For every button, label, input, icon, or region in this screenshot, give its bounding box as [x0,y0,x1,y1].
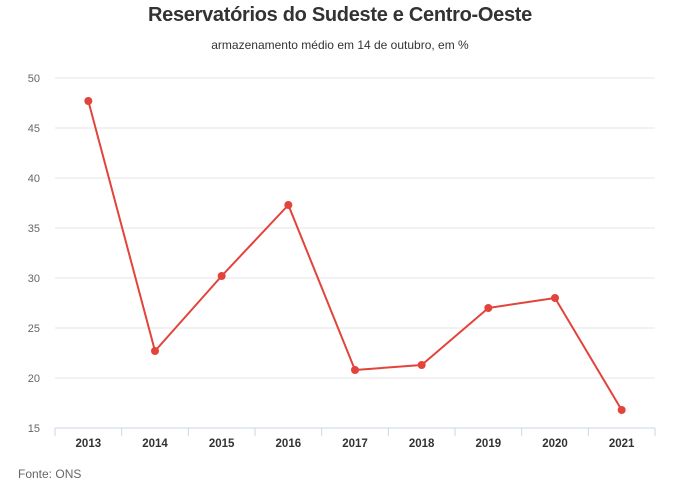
chart-title: Reservatórios do Sudeste e Centro-Oeste [148,4,532,26]
x-tick-label: 2020 [542,438,568,450]
series-layer [84,97,626,414]
data-point [151,347,159,355]
data-point [351,366,359,374]
y-tick-label: 35 [28,223,40,235]
data-point [551,294,559,302]
x-tick-label: 2017 [342,438,368,450]
y-tick-label: 40 [28,173,40,185]
x-tick-label: 2018 [409,438,435,450]
y-axis: 15 20 25 30 35 40 45 50 [28,73,40,435]
x-tick-label: 2021 [609,438,635,450]
data-point [484,304,493,312]
x-tick-label: 2019 [476,438,502,450]
data-point [417,361,426,369]
series-line [87,100,623,411]
x-tick-label: 2014 [142,438,168,450]
source-note: Fonte: ONS [18,467,82,481]
data-point [84,97,93,105]
gridlines [55,77,655,379]
y-tick-label: 50 [28,73,40,85]
data-point [284,201,293,209]
y-tick-label: 20 [28,373,40,385]
y-tick-label: 45 [28,123,40,135]
x-tick-label: 2015 [209,438,235,450]
x-tick-label: 2016 [276,438,302,450]
y-tick-label: 15 [28,423,40,435]
chart-subtitle: armazenamento médio em 14 de outubro, em… [211,38,469,52]
y-tick-label: 30 [28,273,40,285]
x-tick-label: 2013 [76,438,102,450]
data-point [217,272,226,280]
data-point [617,406,626,414]
y-tick-label: 25 [28,323,40,335]
x-axis: 2013 2014 2015 2016 2017 2018 2019 2020 2021 [54,427,656,450]
